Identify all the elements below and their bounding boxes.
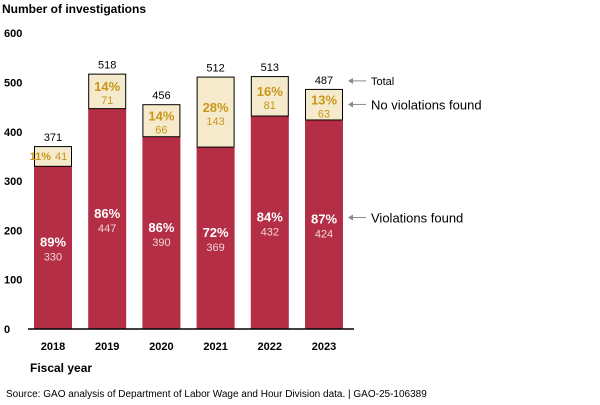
y-tick-label: 400 — [4, 127, 22, 139]
violations-count-label: 369 — [206, 242, 224, 254]
no-violations-count-label: 41 — [55, 151, 67, 163]
violations-percent-label: 84% — [257, 210, 283, 225]
total-label: 371 — [44, 132, 62, 144]
bar-no-violations-found — [34, 146, 72, 167]
violations-percent-label: 86% — [94, 206, 120, 221]
x-tick-label: 2020 — [149, 341, 173, 353]
x-tick-label: 2021 — [203, 341, 227, 353]
legend-total-label: Total — [371, 76, 394, 88]
y-axis-ticks: 0 100 200 300 400 500 600 — [4, 28, 22, 336]
x-tick-label: 2022 — [258, 341, 282, 353]
violations-percent-label: 87% — [311, 211, 337, 226]
violations-count-label: 390 — [152, 237, 170, 249]
no-violations-count-label: 66 — [155, 124, 167, 136]
bar-violations-found — [142, 136, 181, 329]
y-tick-label: 300 — [4, 176, 22, 188]
violations-count-label: 432 — [261, 227, 279, 239]
total-label: 518 — [98, 60, 116, 72]
bar-violations-found — [34, 166, 72, 329]
legend-no-violations-label: No violations found — [371, 97, 482, 112]
no-violations-percent-label: 14% — [94, 79, 120, 94]
legend-violations-label: Violations found — [371, 210, 463, 225]
total-label: 512 — [206, 63, 224, 75]
bar-no-violations-found — [305, 88, 343, 121]
no-violations-percent-label: 16% — [257, 84, 283, 99]
bar-violations-found — [250, 116, 289, 329]
bar-no-violations-found — [196, 76, 235, 148]
x-tick-label: 2018 — [41, 341, 65, 353]
bar-violations-found — [196, 147, 235, 329]
total-label: 513 — [261, 62, 279, 74]
violations-percent-label: 89% — [40, 235, 66, 250]
y-tick-label: 500 — [4, 78, 22, 90]
bar-no-violations-found — [250, 76, 289, 117]
y-tick-label: 0 — [4, 324, 10, 336]
violations-percent-label: 72% — [203, 225, 229, 240]
arrow-head — [348, 77, 353, 84]
y-tick-label: 600 — [4, 28, 22, 40]
no-violations-percent-label: 13% — [311, 92, 337, 107]
no-violations-count-label: 63 — [318, 108, 330, 120]
total-label: 456 — [152, 90, 170, 102]
bar-violations-found — [305, 119, 343, 329]
x-axis-ticks: 2018 2019 2020 2021 2022 2023 — [41, 341, 336, 353]
y-tick-label: 200 — [4, 225, 22, 237]
arrow-head — [348, 214, 353, 221]
no-violations-count-label: 71 — [101, 95, 113, 107]
total-label: 487 — [315, 75, 333, 87]
y-axis-title: Number of investigations — [2, 2, 146, 16]
violations-percent-label: 86% — [148, 220, 174, 235]
violations-count-label: 424 — [315, 228, 333, 240]
no-violations-percent-label: 14% — [148, 108, 174, 123]
source-note: Source: GAO analysis of Department of La… — [6, 389, 427, 400]
legend-annotations: Total No violations found Violations found — [348, 76, 482, 225]
bar-violations-found — [88, 108, 127, 329]
violations-count-label: 447 — [98, 223, 116, 235]
no-violations-count-label: 81 — [264, 100, 276, 112]
no-violations-percent-label: 28% — [203, 100, 229, 115]
x-axis-title: Fiscal year — [30, 361, 92, 375]
no-violations-count-label: 143 — [206, 116, 224, 128]
bar-no-violations-found — [142, 104, 181, 138]
arrow-head — [348, 101, 353, 108]
y-tick-label: 100 — [4, 275, 22, 287]
x-tick-label: 2019 — [95, 341, 119, 353]
violations-count-label: 330 — [44, 252, 62, 264]
bar-no-violations-found — [88, 73, 127, 110]
x-tick-label: 2023 — [312, 341, 336, 353]
no-violations-percent-label: 11% — [30, 151, 52, 163]
